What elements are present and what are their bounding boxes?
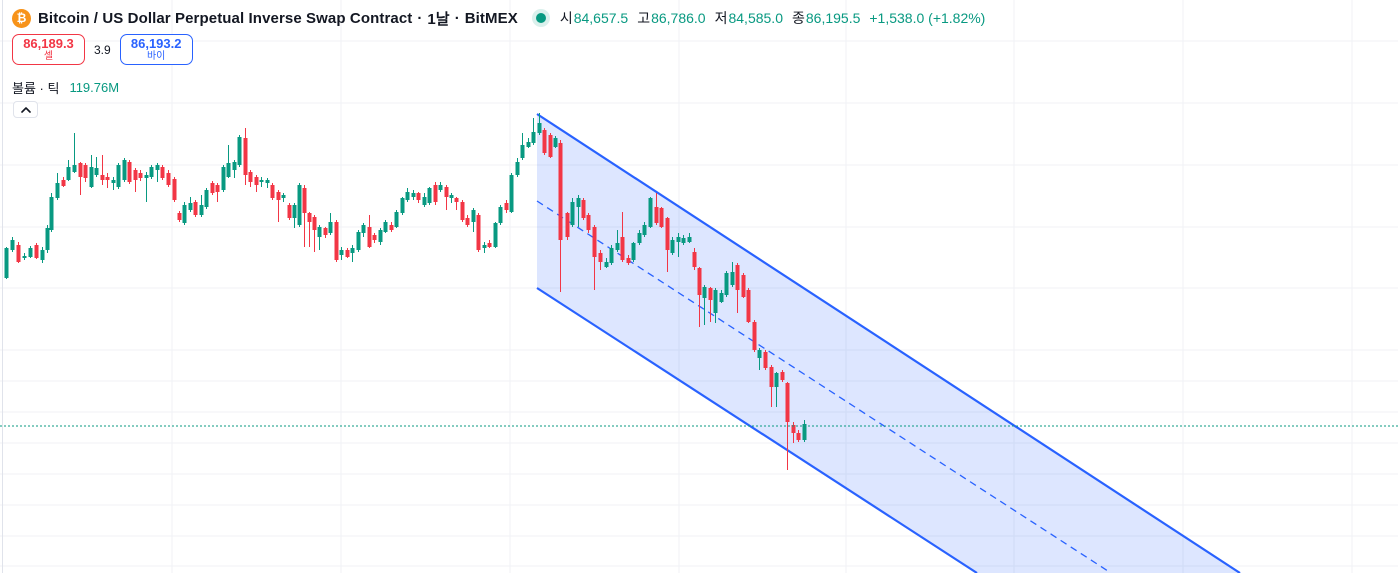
- exchange-label[interactable]: BitMEX: [464, 9, 518, 27]
- indicator-value: 119.76M: [69, 80, 120, 95]
- indicator-legend[interactable]: 볼륨 · 틱 119.76M: [12, 78, 119, 97]
- pane-left-border: [2, 0, 3, 573]
- buy-label: 바이: [146, 50, 166, 62]
- change-value: +1,538.0 (+1.82%): [869, 10, 986, 26]
- expand-pane-button[interactable]: [13, 101, 38, 118]
- low-value: 84,585.0: [728, 10, 783, 26]
- chevron-up-icon: [20, 106, 31, 113]
- sell-button[interactable]: 86,189.3 셀: [12, 34, 85, 65]
- trade-panel: 86,189.3 셀 3.9 86,193.2 바이: [12, 34, 193, 65]
- sell-label: 셀: [43, 50, 54, 62]
- sell-price: 86,189.3: [23, 35, 74, 51]
- low-label: 저: [714, 10, 728, 26]
- high-label: 고: [637, 10, 651, 26]
- ohlc-values: 시 84,657.5 고 86,786.0 저 84,585.0 종 86,195.5 …: [560, 8, 986, 28]
- open-value: 84,657.5: [573, 10, 629, 26]
- parallel-channel-drawing[interactable]: [536, 113, 1241, 573]
- high-value: 86,786.0: [651, 10, 706, 26]
- buy-price: 86,193.2: [130, 35, 182, 51]
- open-label: 시: [559, 10, 573, 26]
- close-label: 종: [791, 10, 805, 26]
- buy-button[interactable]: 86,193.2 바이: [119, 34, 193, 65]
- symbol-title[interactable]: Bitcoin / US Dollar Perpetual Inverse Sw…: [38, 9, 413, 27]
- indicator-name: 볼륨 · 틱: [12, 81, 60, 96]
- spread-value: 3.9: [94, 42, 111, 57]
- close-value: 86,195.5: [805, 10, 861, 26]
- title-separator: ·: [417, 9, 423, 27]
- bitcoin-icon: ₿: [12, 8, 31, 28]
- interval-label[interactable]: 1날: [427, 10, 450, 28]
- title-separator: ·: [454, 9, 460, 27]
- symbol-header: ₿ Bitcoin / US Dollar Perpetual Inverse …: [12, 7, 985, 29]
- candlestick-series: [4, 113, 807, 470]
- market-status-dot: [535, 13, 546, 23]
